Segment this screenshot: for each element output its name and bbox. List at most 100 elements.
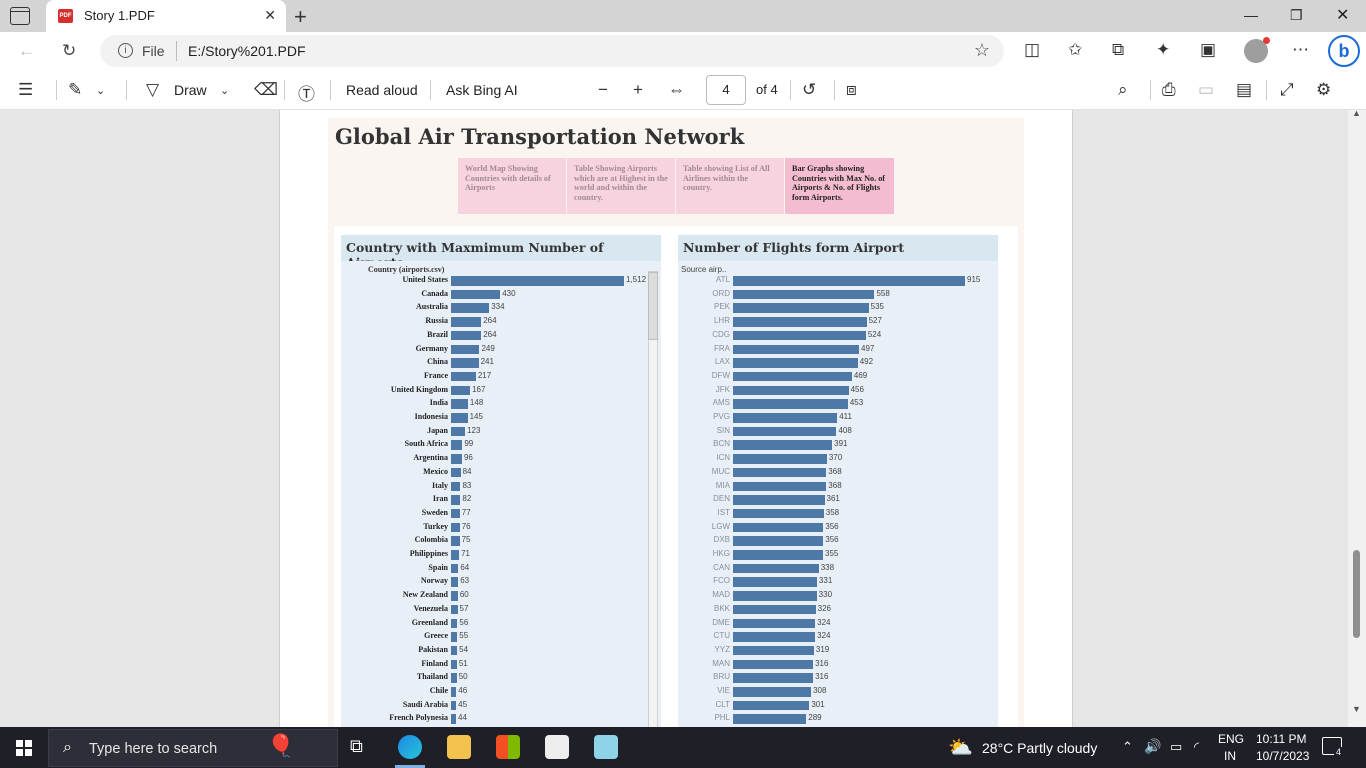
collections-icon[interactable]: ⧉ — [1112, 40, 1125, 59]
task-view-icon[interactable]: ⧉ — [350, 736, 363, 756]
bar[interactable] — [451, 276, 624, 286]
more-options-icon[interactable]: ⋯ — [1292, 40, 1309, 59]
bar[interactable] — [733, 330, 866, 341]
read-aloud-button[interactable]: Read aloud — [346, 82, 418, 98]
highlight-dropdown-icon[interactable]: ⌄ — [96, 85, 106, 97]
bar[interactable] — [733, 591, 817, 601]
bar[interactable] — [733, 522, 824, 533]
weather-icon[interactable]: ⛅ — [948, 737, 973, 759]
restore-icon[interactable]: ❐ — [1290, 7, 1303, 23]
pdf-scrollbar[interactable]: ▲ ▼ — [1348, 110, 1366, 727]
bar[interactable] — [733, 632, 816, 642]
bar[interactable] — [451, 426, 466, 437]
zoom-in-icon[interactable]: + — [633, 80, 643, 99]
browser-tab[interactable]: PDF Story 1.PDF ✕ — [46, 0, 286, 32]
bar[interactable] — [733, 385, 849, 396]
windows-start-icon[interactable] — [16, 740, 32, 756]
bar[interactable] — [451, 289, 501, 300]
minimize-icon[interactable]: — — [1244, 7, 1258, 23]
highlight-icon[interactable]: ✎ — [68, 80, 83, 99]
bar[interactable] — [733, 399, 848, 409]
settings-gear-icon[interactable]: ⚙ — [1316, 80, 1332, 99]
bar[interactable] — [451, 522, 460, 533]
bar[interactable] — [451, 481, 461, 491]
bar[interactable] — [451, 659, 457, 670]
bar[interactable] — [451, 604, 458, 615]
text-box-icon[interactable]: Ⓣ — [298, 85, 315, 104]
bar[interactable] — [451, 632, 458, 642]
bar[interactable] — [451, 344, 480, 354]
bar[interactable] — [451, 385, 471, 396]
address-bar[interactable]: i File E:/Story%201.PDF ☆ — [100, 35, 1004, 67]
file-explorer-icon[interactable] — [447, 735, 471, 759]
bar[interactable] — [451, 645, 458, 656]
close-window-icon[interactable]: ✕ — [1336, 7, 1350, 24]
favorites-icon[interactable]: ✩ — [1068, 40, 1083, 59]
back-icon[interactable]: ← — [18, 41, 35, 60]
save-icon[interactable]: ▭ — [1198, 80, 1215, 99]
scroll-down-icon[interactable]: ▼ — [1352, 704, 1361, 714]
info-icon[interactable]: i — [118, 43, 133, 58]
bar[interactable] — [733, 413, 838, 423]
bar[interactable] — [733, 687, 812, 697]
search-icon[interactable]: ⌕ — [1118, 80, 1128, 99]
bar[interactable] — [451, 591, 458, 601]
eraser-icon[interactable]: ⌫ — [254, 80, 279, 99]
language-code[interactable]: ENG — [1218, 732, 1245, 746]
ask-bing-button[interactable]: Ask Bing AI — [446, 82, 518, 98]
clock-date[interactable]: 10/7/2023 — [1256, 749, 1310, 763]
bar[interactable] — [733, 358, 858, 368]
bar[interactable] — [451, 550, 460, 560]
bar[interactable] — [733, 467, 827, 478]
close-tab-icon[interactable]: ✕ — [264, 7, 276, 23]
bar[interactable] — [451, 371, 476, 382]
bar[interactable] — [733, 276, 965, 286]
bar[interactable] — [451, 714, 457, 724]
bar[interactable] — [733, 618, 816, 628]
bar[interactable] — [733, 673, 814, 683]
draw-button[interactable]: Draw — [174, 82, 207, 98]
notification-center-icon[interactable] — [1322, 737, 1342, 755]
bar[interactable] — [733, 289, 875, 300]
refresh-icon[interactable]: ↻ — [62, 41, 77, 60]
rotate-icon[interactable]: ↺ — [802, 80, 817, 99]
print-icon[interactable]: ⎙ — [1162, 80, 1176, 99]
bar[interactable] — [451, 303, 490, 313]
bar[interactable] — [733, 508, 824, 519]
microsoft-store-icon[interactable] — [496, 735, 520, 759]
battery-icon[interactable]: ▭ — [1170, 739, 1183, 754]
bing-copilot-icon[interactable]: b — [1328, 35, 1360, 67]
bar[interactable] — [733, 303, 869, 313]
story-tab-bar-graphs[interactable]: Bar Graphs showing Countries with Max No… — [785, 158, 894, 214]
favorite-star-icon[interactable]: ☆ — [973, 40, 990, 60]
url-text[interactable]: E:/Story%201.PDF — [188, 43, 306, 59]
draw-dropdown-icon[interactable]: ⌄ — [220, 85, 230, 97]
bar[interactable] — [451, 508, 460, 519]
mail-icon[interactable] — [545, 735, 569, 759]
bar[interactable] — [451, 700, 457, 711]
bar[interactable] — [451, 358, 479, 368]
bar[interactable] — [733, 645, 814, 656]
profile-avatar[interactable] — [1244, 37, 1270, 63]
bar[interactable] — [451, 563, 459, 574]
story-tab-world-map[interactable]: World Map Showing Countries with details… — [458, 158, 566, 214]
bar[interactable] — [733, 604, 816, 615]
bar[interactable] — [451, 673, 457, 683]
bar[interactable] — [733, 426, 837, 437]
weather-text[interactable]: 28°C Partly cloudy — [982, 740, 1098, 756]
bar[interactable] — [733, 714, 807, 724]
contents-icon[interactable]: ☰ — [18, 80, 34, 99]
wifi-icon[interactable]: ◜ — [1194, 739, 1200, 754]
bar[interactable] — [451, 687, 457, 697]
chart-plot-area[interactable]: Source airp.. ATL 915 ORD 558 PEK 535 LHR 527 CD… — [678, 261, 998, 727]
bar[interactable] — [733, 495, 825, 505]
volume-icon[interactable]: 🔊 — [1144, 738, 1162, 754]
pdf-scrollbar-thumb[interactable] — [1353, 550, 1360, 638]
fit-page-icon[interactable]: ⇔ — [668, 80, 685, 99]
bar[interactable] — [733, 550, 823, 560]
browser-essentials-icon[interactable]: ▣ — [1200, 40, 1217, 59]
taskbar-search-box[interactable]: ⌕ Type here to search 🎈 — [48, 729, 338, 767]
draw-icon[interactable]: ▽ — [146, 80, 160, 99]
page-number-input[interactable]: 4 — [706, 75, 746, 105]
bar[interactable] — [451, 454, 462, 464]
